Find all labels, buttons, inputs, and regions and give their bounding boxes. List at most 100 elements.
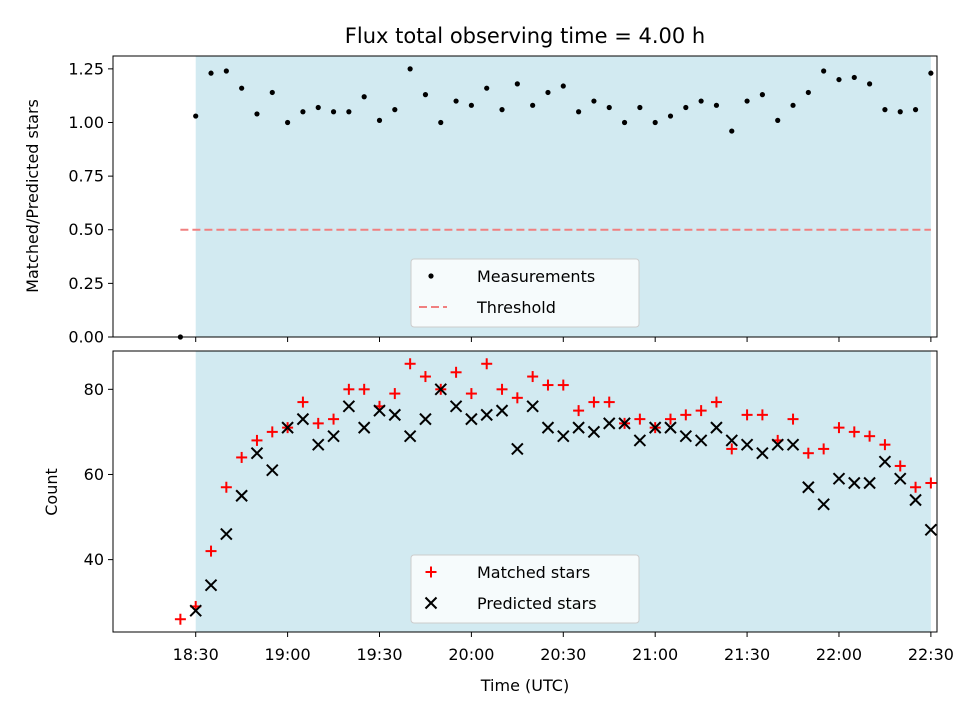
measurements-point <box>315 104 321 111</box>
top-panel: 0.00 0.25 0.50 0.75 1.00 1.25 Matched/Predict… <box>23 55 938 347</box>
measurements-point <box>775 117 781 123</box>
measurements-point <box>621 119 628 126</box>
x-axis-label: Time (UTC) <box>480 676 569 695</box>
matched-stars-point <box>894 460 906 472</box>
y-tick-label: 40 <box>84 550 104 569</box>
matched-stars-point <box>634 413 646 425</box>
matched-stars-point <box>465 388 477 400</box>
matched-stars-point <box>297 396 309 408</box>
y-tick-label: 1.00 <box>68 113 104 132</box>
predicted-stars-point <box>373 404 386 417</box>
matched-stars-point <box>818 443 830 455</box>
predicted-stars-point <box>327 429 340 443</box>
measurements-point <box>530 102 536 108</box>
predicted-stars-point <box>878 455 892 468</box>
measurements-point <box>928 70 934 76</box>
matched-stars-point <box>741 409 753 421</box>
matched-stars-point <box>220 481 232 493</box>
measurements-point <box>805 89 811 96</box>
top-panel-legend: Measurements Threshold <box>410 258 640 328</box>
x-tick-label: 18:30 <box>173 645 219 664</box>
legend-marker <box>428 273 434 279</box>
top-panel-ylabel: Matched/Predicted stars <box>23 99 42 293</box>
measurements-point <box>744 98 750 104</box>
measurements-point <box>790 102 796 108</box>
measurements-point <box>223 68 229 74</box>
matched-stars-point <box>557 379 569 391</box>
predicted-stars-point <box>250 446 264 460</box>
predicted-stars-point <box>771 438 784 451</box>
matched-stars-point <box>588 396 600 408</box>
matched-stars-point <box>542 379 554 391</box>
x-tick-label: 22:30 <box>908 645 954 664</box>
matched-stars-point <box>573 405 585 417</box>
predicted-stars-point <box>403 429 417 443</box>
x-tick-label: 19:00 <box>265 645 311 664</box>
measurements-point <box>560 83 566 89</box>
measurements-point <box>545 89 551 96</box>
predicted-stars-point <box>495 404 509 417</box>
predicted-stars-point <box>740 438 754 451</box>
predicted-stars-point <box>679 429 693 443</box>
measurements-point <box>193 113 199 119</box>
measurements-point <box>468 102 474 108</box>
predicted-stars-point <box>802 481 815 494</box>
x-tick-label: 21:30 <box>724 645 770 664</box>
matched-stars-point <box>680 409 692 421</box>
measurements-point <box>897 109 903 115</box>
matched-stars-point <box>174 613 186 625</box>
measurements-point <box>667 113 674 119</box>
matched-stars-point <box>925 477 937 489</box>
predicted-stars-point <box>511 442 524 456</box>
matched-stars-point <box>710 396 722 408</box>
matched-stars-point <box>511 392 523 404</box>
predicted-stars-point <box>694 434 708 447</box>
measurements-point <box>759 92 765 98</box>
measurements-point <box>438 119 444 126</box>
measurements-point <box>851 74 857 81</box>
legend-marker <box>424 596 438 610</box>
matched-stars-point <box>236 451 248 463</box>
measurements-point <box>698 98 704 104</box>
count-axes-frame <box>112 350 938 633</box>
measurements-point <box>637 104 643 111</box>
predicted-stars-point <box>266 464 279 477</box>
y-tick-label: 1.25 <box>68 59 104 78</box>
matched-stars-point <box>205 545 217 557</box>
matched-stars-point <box>833 422 845 434</box>
matched-stars-point <box>389 388 401 400</box>
matched-stars-point <box>726 443 738 455</box>
predicted-stars-point <box>603 417 616 430</box>
matched-stars-point <box>419 371 431 383</box>
measurements-point <box>652 119 658 126</box>
matched-stars-point <box>864 430 876 442</box>
predicted-stars-point <box>204 578 218 592</box>
measurements-point <box>713 102 720 108</box>
measurements-point <box>346 109 352 115</box>
matched-stars-point <box>665 413 677 425</box>
predicted-stars-point <box>465 412 478 426</box>
predicted-stars-point <box>281 421 294 434</box>
predicted-stars-point <box>296 412 310 426</box>
predicted-stars-point <box>618 417 631 430</box>
matched-stars-point <box>251 434 263 446</box>
measurements-point <box>882 107 888 113</box>
measurements-point <box>269 89 275 96</box>
matched-stars-point <box>910 481 922 493</box>
measurements-point <box>576 109 582 115</box>
x-tick-label: 20:00 <box>448 645 494 664</box>
predicted-stars-point <box>725 434 738 447</box>
measurements-point <box>683 104 689 111</box>
bottom-panel: 40 60 80 18:30 19:00 19:30 20:00 20:30 21:00 21:… <box>42 350 954 664</box>
measurements-point <box>484 85 490 91</box>
predicted-stars-point <box>756 446 769 460</box>
legend-label: Predicted stars <box>477 594 597 613</box>
legend-label: Threshold <box>476 298 556 317</box>
predicted-stars-point <box>786 438 800 451</box>
predicted-stars-point <box>434 383 447 396</box>
matched-stars-point <box>695 405 707 417</box>
predicted-stars-point <box>863 476 876 490</box>
measurements-point <box>239 85 245 91</box>
matched-stars-point <box>312 417 324 429</box>
measurements-point <box>208 70 214 76</box>
